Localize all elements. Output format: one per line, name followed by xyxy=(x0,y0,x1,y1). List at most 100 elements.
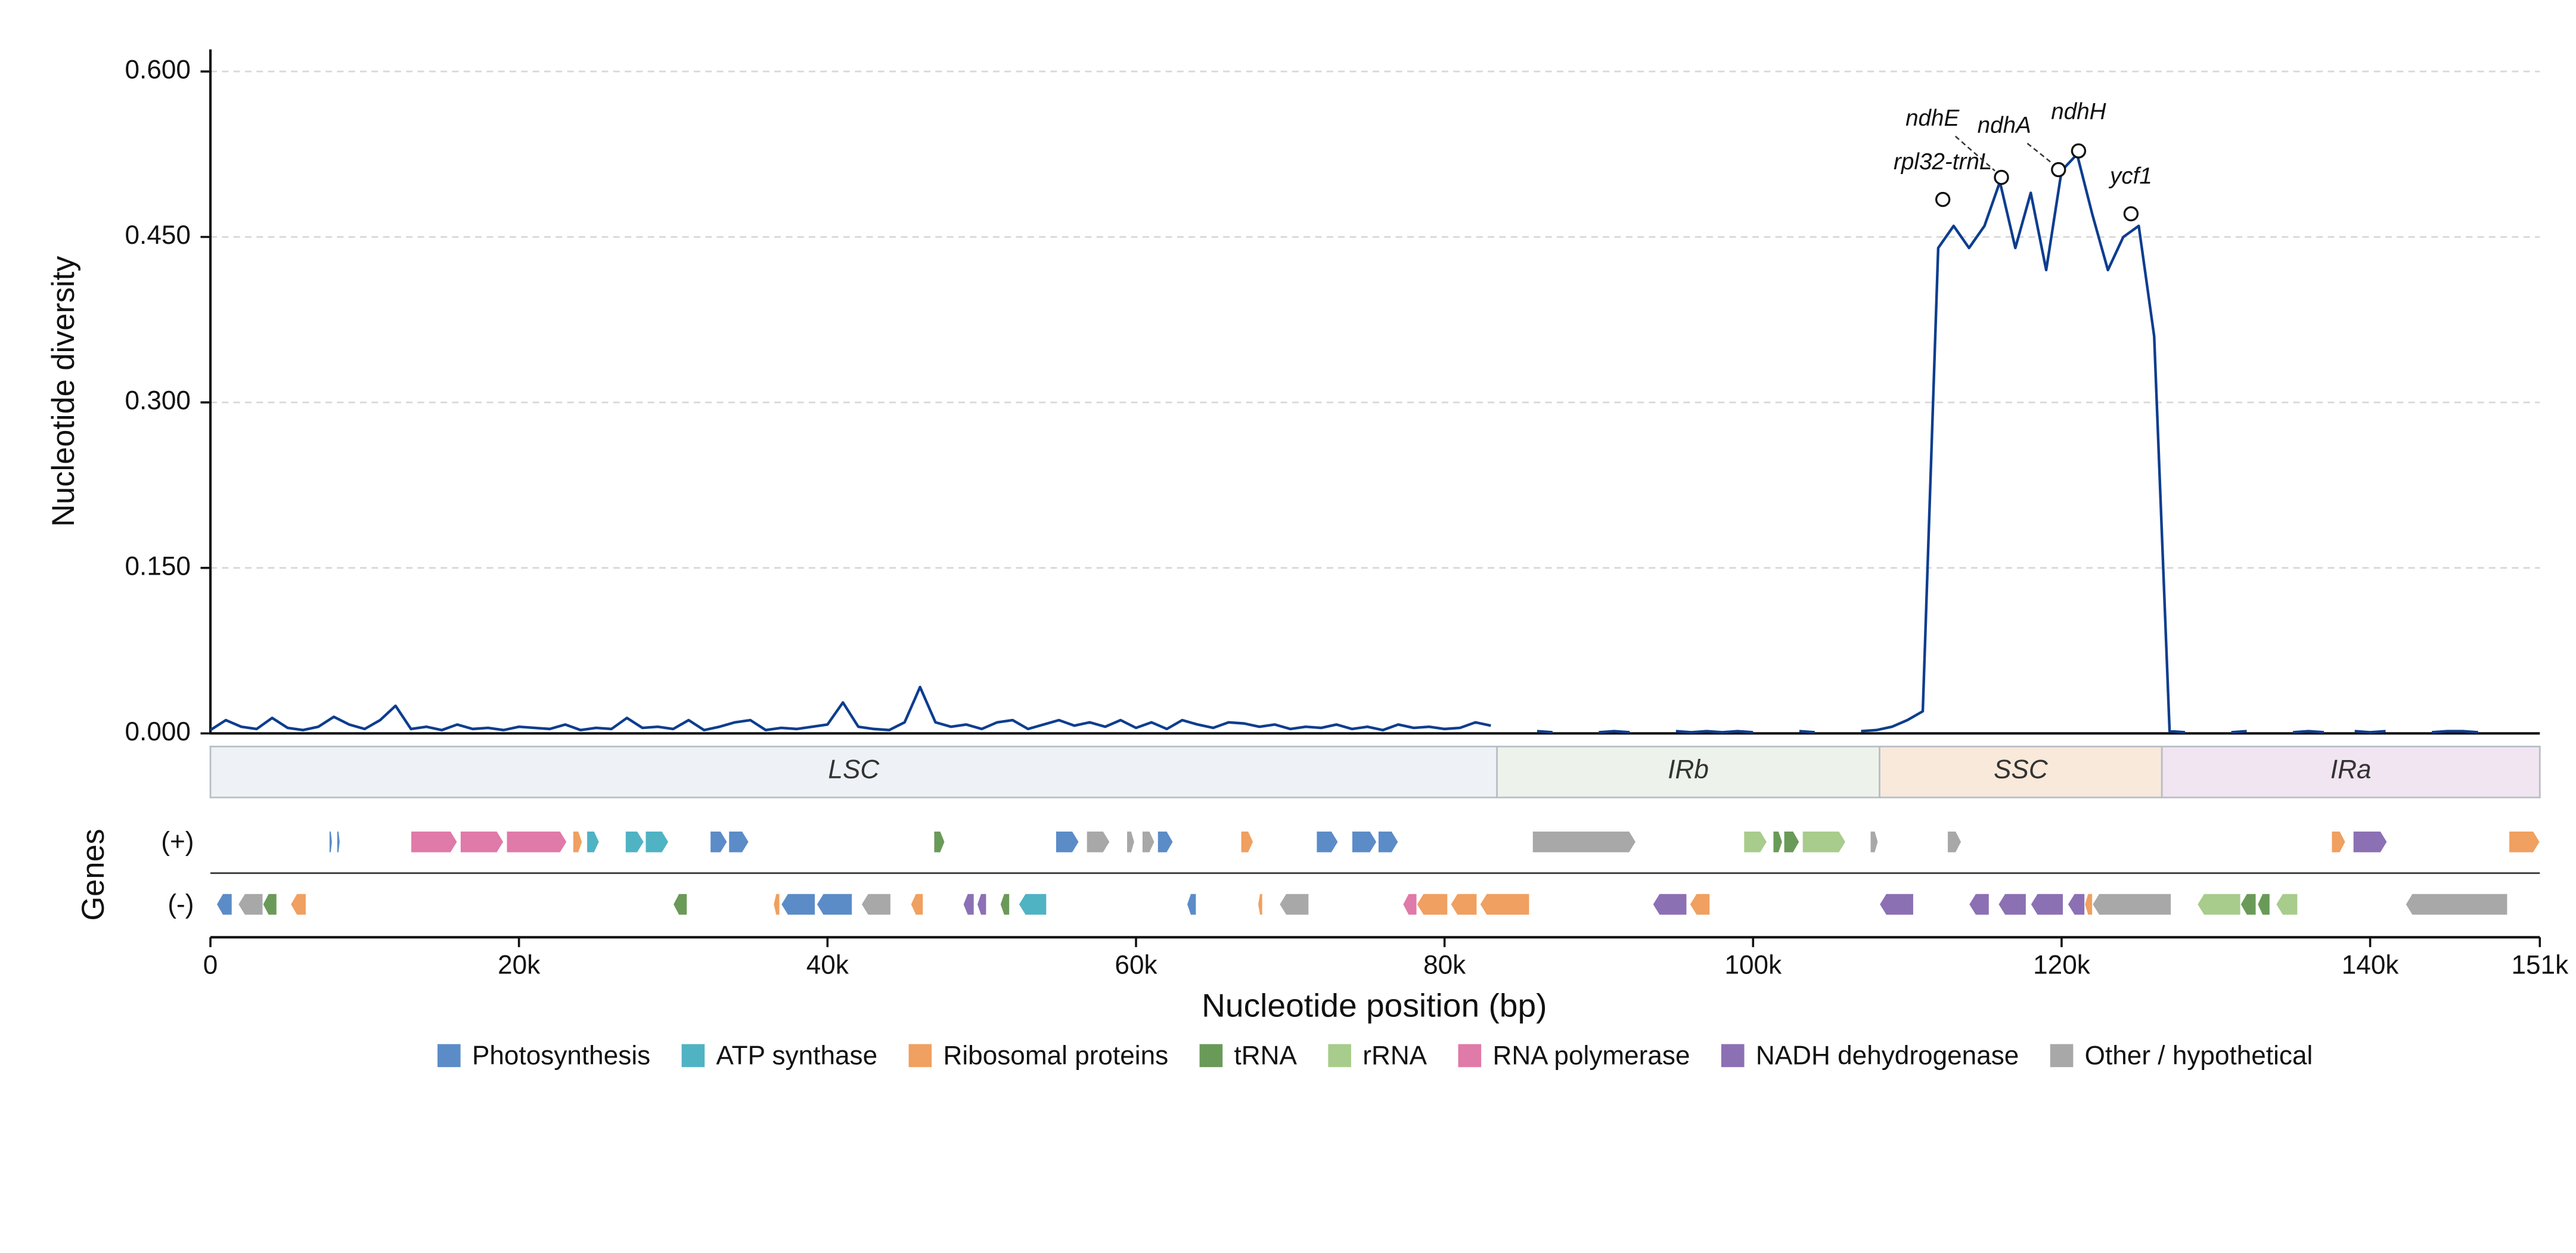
legend-swatch xyxy=(1199,1044,1223,1068)
legend-label: Ribosomal proteins xyxy=(943,1041,1168,1070)
annotation-leader xyxy=(2026,142,2053,164)
annotation-point xyxy=(2071,143,2087,159)
annotation-leader xyxy=(1954,135,1995,172)
y-tick-label: 0.150 xyxy=(125,551,191,581)
x-tick-label: 40k xyxy=(806,951,849,980)
gene xyxy=(1086,830,1110,853)
gene xyxy=(216,893,232,916)
legend-label: Photosynthesis xyxy=(472,1041,650,1070)
gene xyxy=(1802,830,1846,853)
genes-label: Genes xyxy=(76,829,111,920)
gene xyxy=(586,830,600,853)
gene xyxy=(328,830,333,853)
gene xyxy=(1000,893,1010,916)
annotation-label: ndhE xyxy=(1905,106,1960,131)
gene xyxy=(1450,893,1478,916)
gene xyxy=(910,893,924,916)
legend-label: NADH dehydrogenase xyxy=(1756,1041,2019,1070)
gene xyxy=(1416,893,1448,916)
gene xyxy=(2197,893,2241,916)
legend-label: ATP synthase xyxy=(716,1041,878,1070)
gene xyxy=(2352,830,2388,853)
gene xyxy=(1689,893,1711,916)
annotation-label: ndhA xyxy=(1978,113,2031,138)
gene xyxy=(1377,830,1399,853)
gene xyxy=(1186,893,1197,916)
annotation-point xyxy=(1935,191,1951,207)
gene xyxy=(1055,830,1079,853)
gene xyxy=(1998,893,2026,916)
gene xyxy=(625,830,644,853)
gene xyxy=(1240,830,1254,853)
legend: Photosynthesis ATP synthase Ribosomal prot… xyxy=(437,1041,2313,1070)
x-tick-label: 140k xyxy=(2342,951,2400,980)
y-tick-label: 0.000 xyxy=(125,717,191,746)
gene xyxy=(2240,893,2257,916)
gene xyxy=(963,893,974,916)
gene xyxy=(2508,830,2540,853)
gene xyxy=(1157,830,1174,853)
strand-label: (-) xyxy=(167,890,194,919)
gene xyxy=(2067,893,2085,916)
gene xyxy=(572,830,583,853)
gene xyxy=(781,893,816,916)
legend-swatch xyxy=(1721,1044,1745,1068)
annotation-point xyxy=(2123,206,2139,222)
annotation-label: rpl32-trnL xyxy=(1894,149,1992,175)
gene xyxy=(1969,893,1990,916)
gene xyxy=(1126,830,1135,853)
gene xyxy=(262,893,277,916)
gene xyxy=(2030,893,2064,916)
gene xyxy=(1652,893,1687,916)
legend-label: tRNA xyxy=(1234,1041,1298,1070)
gene xyxy=(1879,893,1914,916)
gene xyxy=(645,830,669,853)
gene xyxy=(861,893,892,916)
gene xyxy=(1316,830,1339,853)
y-tick-label: 0.300 xyxy=(125,386,191,415)
x-tick-label: 20k xyxy=(498,951,541,980)
gene xyxy=(2257,893,2270,916)
gene xyxy=(2405,893,2508,916)
gene xyxy=(1783,830,1800,853)
region-label: IRa xyxy=(2330,755,2372,784)
gene xyxy=(728,830,749,853)
x-tick-label: 151k xyxy=(2511,951,2569,980)
legend-swatch xyxy=(2050,1044,2074,1068)
legend-label: RNA polymerase xyxy=(1492,1041,1690,1070)
annotation-point xyxy=(2051,162,2066,178)
y-tick-label: 0.450 xyxy=(125,221,191,250)
legend-swatch xyxy=(1328,1044,1351,1068)
gene xyxy=(1141,830,1155,853)
y-axis-label: Nucleotide diversity xyxy=(46,256,81,527)
legend-swatch xyxy=(1458,1044,1482,1068)
annotation-point xyxy=(1994,169,2009,185)
x-axis-label: Nucleotide position (bp) xyxy=(1202,987,1547,1024)
annotation-label: ycf1 xyxy=(2108,163,2152,189)
gene xyxy=(976,893,987,916)
legend-swatch xyxy=(681,1044,705,1068)
gene xyxy=(1018,893,1047,916)
gene xyxy=(1402,893,1417,916)
region-label: LSC xyxy=(828,755,880,784)
gene xyxy=(410,830,458,853)
legend-label: rRNA xyxy=(1363,1041,1427,1070)
region xyxy=(2161,745,2541,799)
gene xyxy=(506,830,567,853)
x-tick-label: 100k xyxy=(1724,951,1782,980)
gene xyxy=(2084,893,2093,916)
gene xyxy=(816,893,853,916)
gene xyxy=(336,830,341,853)
strand-label: (+) xyxy=(161,827,194,857)
gene xyxy=(1479,893,1530,916)
gene xyxy=(1532,830,1637,853)
gene xyxy=(933,830,945,853)
gene xyxy=(2092,893,2172,916)
gene xyxy=(290,893,307,916)
gene xyxy=(710,830,728,853)
x-tick-label: 60k xyxy=(1115,951,1157,980)
x-tick-label: 0 xyxy=(203,951,218,980)
gene xyxy=(672,893,688,916)
